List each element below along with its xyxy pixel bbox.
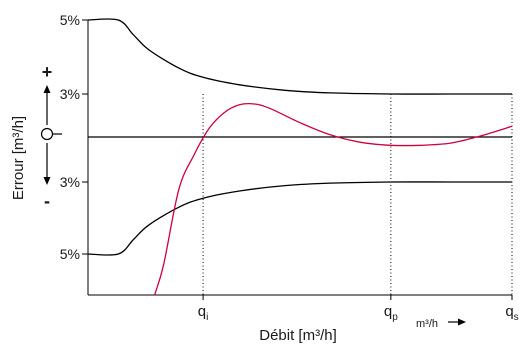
y-indicator: + - — [40, 62, 62, 211]
x-tick-label-3: qs — [505, 303, 518, 323]
down-arrow-icon — [43, 177, 51, 185]
x-tick-label-2: qp — [384, 303, 398, 323]
minus-sign: - — [44, 191, 50, 211]
x-axis-title: Débit [m³/h] — [259, 327, 337, 344]
upper-limit-line — [87, 18, 512, 95]
vertical-guides — [202, 94, 513, 295]
x-unit-label: m³/h — [416, 318, 438, 330]
up-arrow-icon — [43, 85, 51, 93]
y-tick-label-1: 5% — [60, 12, 80, 28]
series-layer — [87, 18, 513, 296]
lower-limit-line — [87, 181, 513, 256]
zero-circle-icon — [40, 127, 54, 141]
y-tick-label-2: 3% — [60, 86, 80, 102]
y-tick-group: 5% 3% 3% 5% — [60, 12, 88, 262]
y-tick-label-4: 5% — [60, 246, 80, 262]
right-arrow-icon — [458, 318, 466, 326]
plus-sign: + — [42, 62, 53, 82]
plot-area — [87, 18, 513, 296]
x-unit-indicator: m³/h — [416, 318, 466, 330]
y-axis-title: Errour [m³/h] — [10, 116, 27, 200]
y-tick-label-3: 3% — [60, 174, 80, 190]
error-curve-line — [153, 102, 513, 296]
x-tick-label-1: qi — [198, 303, 209, 323]
x-tick-group: qi qp qs — [198, 295, 519, 323]
